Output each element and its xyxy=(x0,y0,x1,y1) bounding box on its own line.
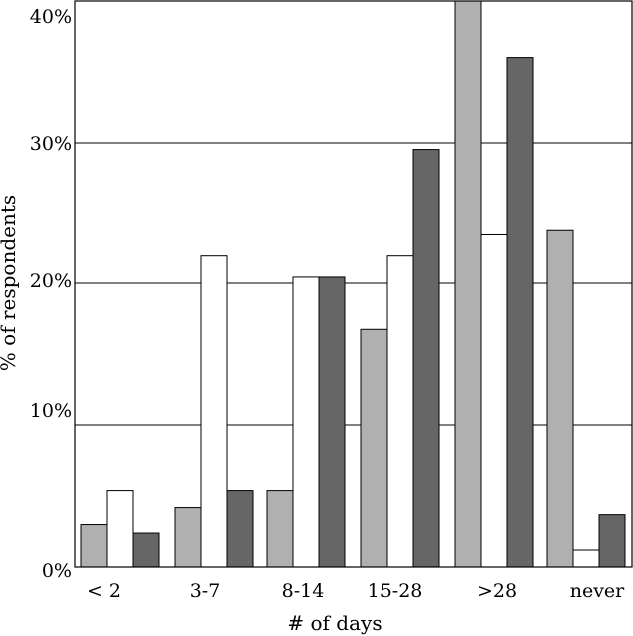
bar xyxy=(506,57,534,568)
x-tick-label: 3-7 xyxy=(190,580,221,602)
bar xyxy=(226,490,254,568)
y-tick-labels: 0% 10% 20% 30% 40% xyxy=(30,6,72,582)
x-tick-label: never xyxy=(570,580,625,602)
bar xyxy=(132,532,160,568)
x-tick-label: >28 xyxy=(477,580,517,602)
bar xyxy=(480,233,508,568)
bar xyxy=(106,490,134,568)
bar xyxy=(174,507,202,568)
bar xyxy=(454,0,482,568)
bar xyxy=(80,524,108,568)
x-tick-label: < 2 xyxy=(87,580,121,602)
y-tick-label: 10% xyxy=(30,400,72,422)
bar xyxy=(266,490,294,568)
bar xyxy=(386,255,414,568)
y-tick-label: 40% xyxy=(30,6,72,28)
y-axis-title: % of respondents xyxy=(0,195,20,371)
bar xyxy=(572,549,600,568)
bar xyxy=(200,255,228,568)
bar xyxy=(360,328,388,568)
y-tick-label: 30% xyxy=(30,133,72,155)
x-tick-label: 15-28 xyxy=(368,580,423,602)
plot-frame xyxy=(74,0,633,568)
y-tick-label: 20% xyxy=(30,270,72,292)
bar xyxy=(318,276,346,568)
gridlines xyxy=(75,142,632,426)
bar xyxy=(292,276,320,568)
bar xyxy=(412,149,440,568)
bar xyxy=(598,514,626,568)
y-tick-label: 0% xyxy=(42,560,72,582)
x-tick-label: 8-14 xyxy=(282,580,325,602)
bars xyxy=(80,0,626,568)
bar xyxy=(546,229,574,568)
x-axis-title: # of days xyxy=(287,611,382,635)
x-tick-labels: < 2 3-7 8-14 15-28 >28 never xyxy=(87,580,625,602)
